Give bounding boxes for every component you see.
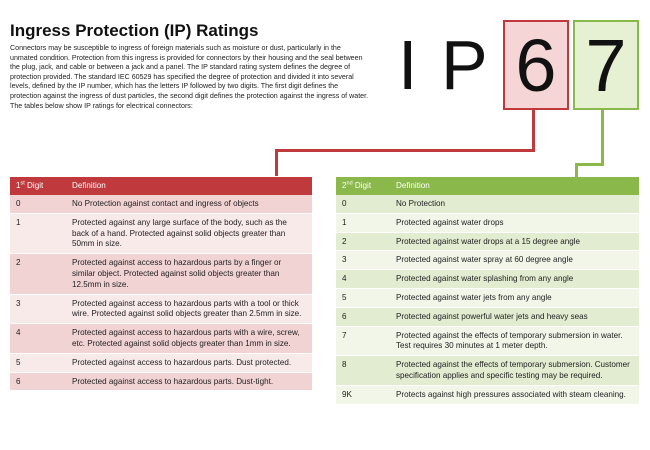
definition-cell: Protected against water splashing from a… — [390, 269, 639, 289]
definition-cell: Protected against powerful water jets an… — [390, 307, 639, 327]
intro-paragraph: Connectors may be susceptible to ingress… — [10, 44, 369, 110]
definition-cell: Protected against the effects of tempora… — [390, 355, 639, 386]
definition-cell: Protected against water spray at 60 degr… — [390, 250, 639, 271]
table-row: 6 Protected against access to hazardous … — [10, 372, 312, 392]
definition-cell: Protected against access to hazardous pa… — [66, 323, 312, 354]
definition-cell: Protected against any large surface of t… — [66, 213, 312, 255]
first-digit-table: 1st Digit Definition 0 No Protection aga… — [10, 177, 312, 392]
table-row: 4 Protected against access to hazardous … — [10, 323, 312, 354]
definition-cell: Protected against access to hazardous pa… — [66, 372, 312, 392]
definition-cell: Protected against access to hazardous pa… — [66, 294, 312, 325]
green-connector-horizontal — [575, 163, 604, 166]
definition-cell: Protects against high pressures associat… — [390, 385, 639, 405]
digit-cell: 1 — [10, 213, 66, 255]
definition-cell: Protected against access to hazardous pa… — [66, 353, 312, 373]
digit-cell: 3 — [336, 250, 390, 271]
table-row: 3 Protected against water spray at 60 de… — [336, 250, 639, 271]
table-row: 0 No Protection — [336, 195, 639, 214]
digit-cell: 5 — [336, 288, 390, 308]
table1-header-definition: Definition — [66, 177, 312, 195]
red-connector-horizontal — [275, 149, 535, 152]
first-digit-box: 6 — [503, 20, 569, 110]
digit-cell: 6 — [336, 307, 390, 327]
red-connector-vertical — [532, 110, 535, 152]
digit-cell: 6 — [10, 372, 66, 392]
digit-cell: 9K — [336, 385, 390, 405]
green-connector-drop — [575, 163, 578, 177]
digit-cell: 0 — [336, 195, 390, 214]
definition-cell: Protected against water drops — [390, 213, 639, 233]
digit-cell: 5 — [10, 353, 66, 373]
table-row: 6 Protected against powerful water jets … — [336, 307, 639, 327]
table-row: 5 Protected against access to hazardous … — [10, 353, 312, 373]
green-connector-vertical — [601, 110, 604, 166]
ip-letter-p: P — [441, 26, 488, 104]
digit-cell: 1 — [336, 213, 390, 233]
definition-cell: Protected against water jets from any an… — [390, 288, 639, 308]
digit-cell: 4 — [10, 323, 66, 354]
definition-cell: No Protection against contact and ingres… — [66, 195, 312, 214]
second-digit-table: 2nd Digit Definition 0 No Protection 1 P… — [336, 177, 639, 405]
digit-cell: 0 — [10, 195, 66, 214]
digit-cell: 3 — [10, 294, 66, 325]
table-row: 2 Protected against access to hazardous … — [10, 253, 312, 295]
digit-cell: 8 — [336, 355, 390, 386]
table-row: 4 Protected against water splashing from… — [336, 269, 639, 289]
table-row: 5 Protected against water jets from any … — [336, 288, 639, 308]
digit-cell: 2 — [336, 232, 390, 252]
table-row: 7 Protected against the effects of tempo… — [336, 326, 639, 357]
definition-cell: Protected against access to hazardous pa… — [66, 253, 312, 295]
ip-letter-i: I — [398, 26, 418, 104]
definition-cell: No Protection — [390, 195, 639, 214]
table1-header-digit: 1st Digit — [10, 177, 66, 195]
digit-cell: 4 — [336, 269, 390, 289]
definition-cell: Protected against the effects of tempora… — [390, 326, 639, 357]
second-digit-box: 7 — [573, 20, 639, 110]
table2-header-definition: Definition — [390, 177, 639, 195]
table-row: 1 Protected against any large surface of… — [10, 213, 312, 255]
page-title: Ingress Protection (IP) Ratings — [10, 21, 259, 40]
table-row: 1 Protected against water drops — [336, 213, 639, 233]
table-row: 9K Protects against high pressures assoc… — [336, 385, 639, 405]
table-row: 3 Protected against access to hazardous … — [10, 294, 312, 325]
red-connector-drop — [275, 149, 278, 176]
definition-cell: Protected against water drops at a 15 de… — [390, 232, 639, 252]
table-row: 8 Protected against the effects of tempo… — [336, 355, 639, 386]
digit-cell: 7 — [336, 326, 390, 357]
digit-cell: 2 — [10, 253, 66, 295]
table2-header-digit: 2nd Digit — [336, 177, 390, 195]
table-row: 0 No Protection against contact and ingr… — [10, 195, 312, 214]
table-row: 2 Protected against water drops at a 15 … — [336, 232, 639, 252]
